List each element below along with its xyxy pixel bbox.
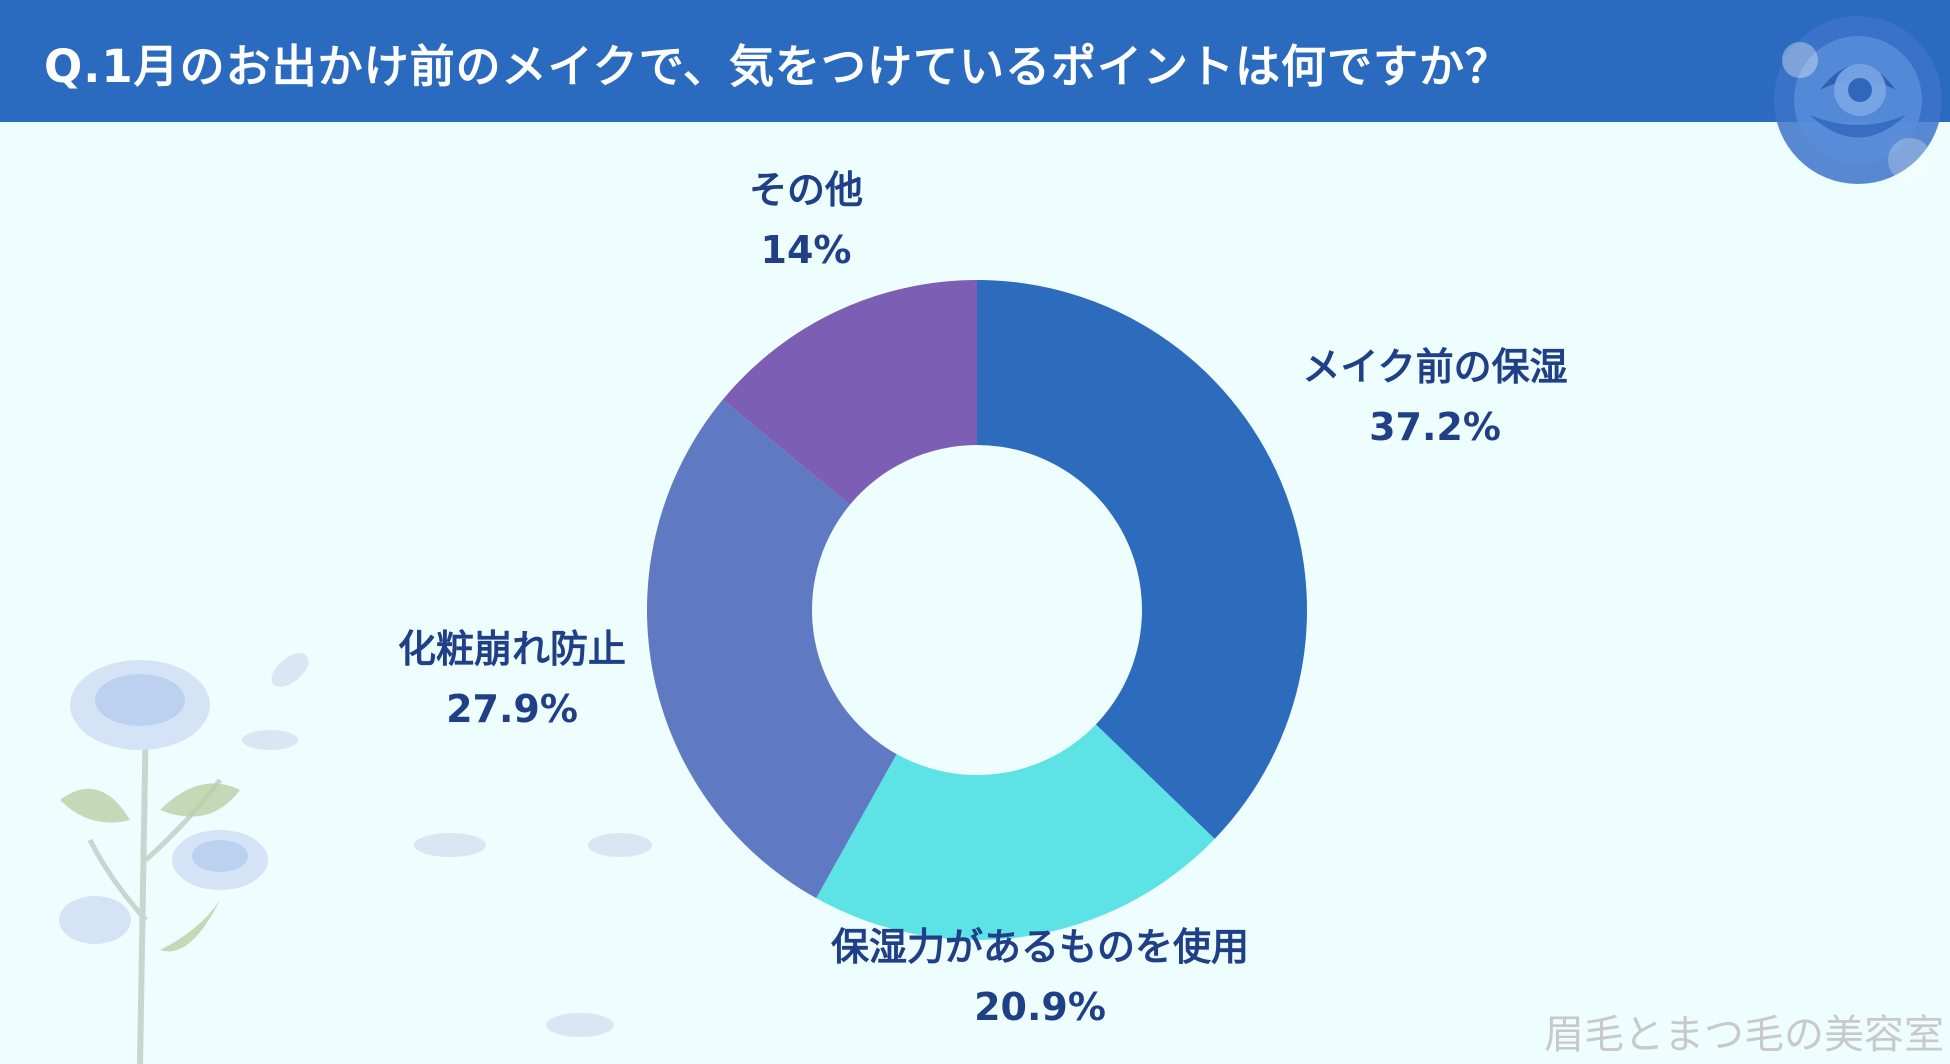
donut-slice — [722, 280, 977, 505]
watermark: 眉毛とまつ毛の美容室 — [1544, 1012, 1944, 1058]
slice-label: 化粧崩れ防止 — [398, 627, 626, 671]
slice-label: その他 — [749, 168, 863, 212]
rose-illustration-decoration — [59, 653, 652, 1064]
rose-corner-decoration — [1774, 16, 1942, 184]
header-bar: Q.1月のお出かけ前のメイクで、気をつけているポイントは何ですか？ — [0, 0, 1950, 122]
page-title: Q.1月のお出かけ前のメイクで、気をつけているポイントは何ですか？ — [44, 40, 1511, 93]
slice-label: メイク前の保湿 — [1302, 345, 1567, 389]
slice-value-label: 20.9% — [974, 985, 1106, 1029]
donut-slice — [816, 724, 1215, 941]
slice-value-label: 37.2% — [1369, 405, 1501, 449]
slice-label: 保湿力があるものを使用 — [831, 925, 1249, 969]
slice-value-label: 27.9% — [446, 687, 578, 731]
donut-slice — [977, 280, 1307, 839]
slice-value-label: 14% — [761, 228, 852, 272]
donut-slice — [646, 399, 897, 899]
